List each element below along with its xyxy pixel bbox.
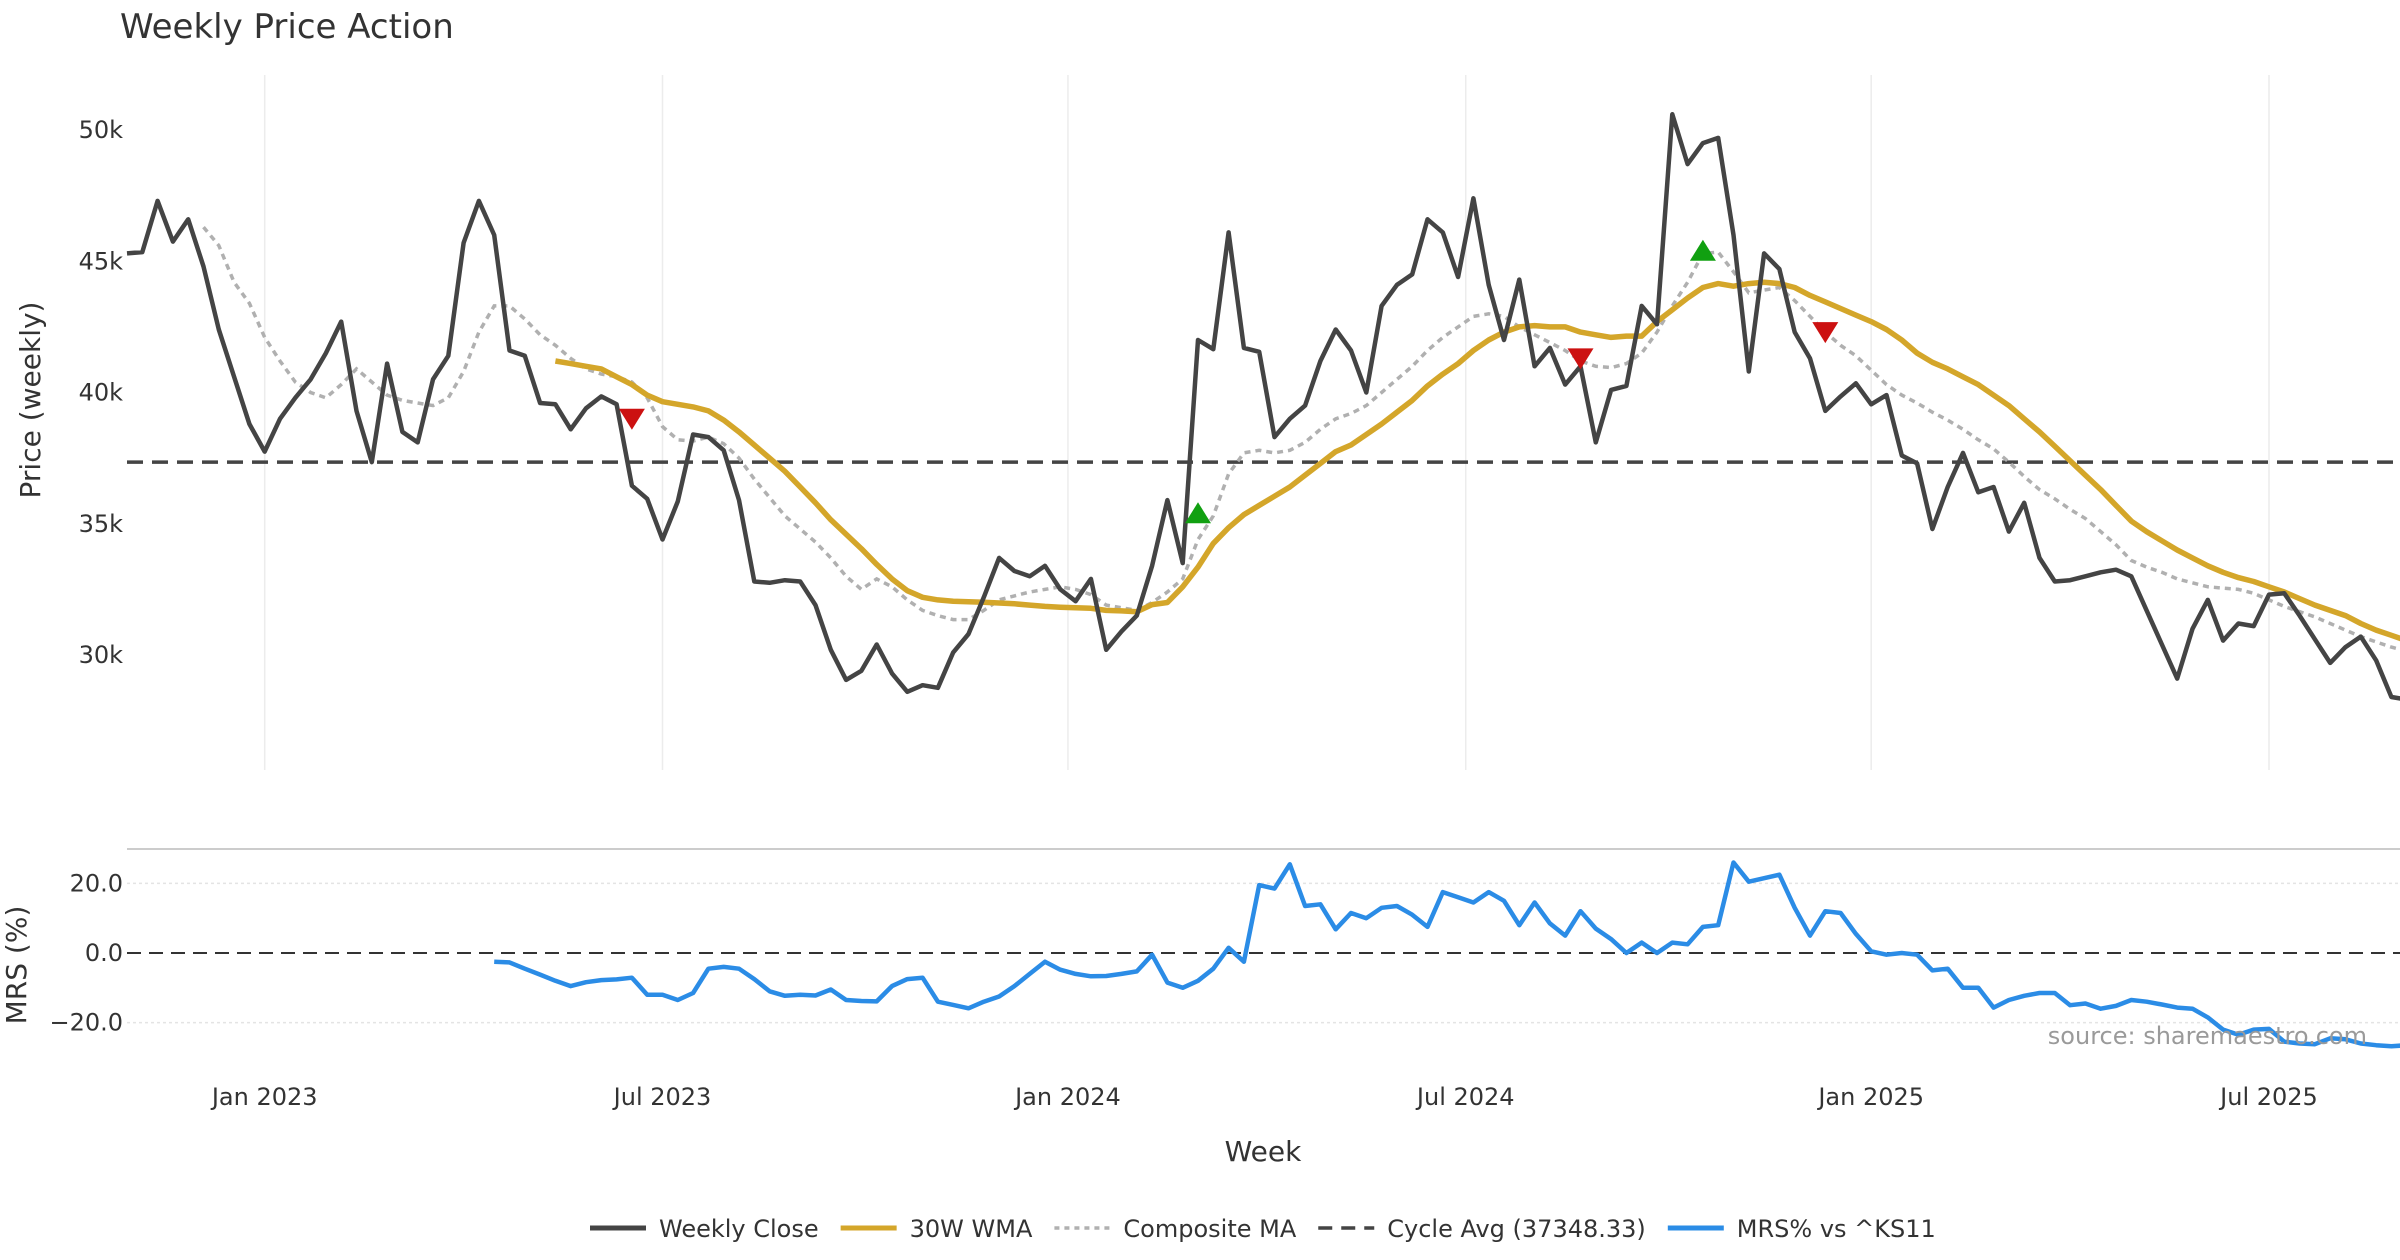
mrs-line: [494, 860, 2400, 1049]
legend-item: Weekly Close: [590, 1215, 819, 1243]
x-tick-label: Jul 2025: [2218, 1083, 2318, 1111]
legend-item: Composite MA: [1054, 1215, 1297, 1243]
legend-label: Cycle Avg (37348.33): [1387, 1215, 1646, 1243]
x-tick-label: Jan 2024: [1013, 1083, 1121, 1111]
x-axis-label: Week: [1225, 1135, 1302, 1168]
source-note: source: sharemaestro.com: [2048, 1022, 2367, 1050]
price-y-tick-label: 50k: [79, 116, 124, 144]
price-y-tick-label: 35k: [79, 510, 124, 538]
mrs-grid: [127, 882, 2400, 1024]
composite-ma-line: [202, 225, 2400, 652]
mrs-series: [494, 860, 2400, 1049]
x-axis-ticks: Jan 2023 Jul 2023 Jan 2024 Jul 2024 Jan 2025…: [210, 1083, 2318, 1111]
sell-signal-marker: [1567, 348, 1594, 370]
legend-label: 30W WMA: [910, 1215, 1033, 1243]
sell-signal-marker: [1812, 322, 1839, 344]
price-y-axis-label: Price (weekly): [14, 302, 47, 499]
legend-item: 30W WMA: [840, 1215, 1033, 1243]
legend-label: Weekly Close: [659, 1215, 819, 1243]
price-y-tick-label: 30k: [79, 641, 124, 669]
mrs-y-tick-label: 0.0: [85, 939, 123, 967]
mrs-y-axis-label: MRS (%): [0, 906, 33, 1025]
x-tick-label: Jul 2023: [612, 1083, 712, 1111]
legend-item: Cycle Avg (37348.33): [1318, 1215, 1646, 1243]
weekly-close-line: [126, 112, 2400, 701]
price-y-tick-label: 40k: [79, 379, 124, 407]
chart-title: Weekly Price Action: [120, 7, 454, 47]
x-tick-label: Jan 2023: [210, 1083, 318, 1111]
mrs-y-tick-label: −20.0: [49, 1009, 123, 1037]
sell-signal-marker: [618, 408, 645, 430]
legend: Weekly Close 30W WMA Composite MA Cycle Avg…: [590, 1215, 1936, 1243]
price-y-tick-label: 45k: [79, 247, 124, 275]
price-grid: [263, 75, 2270, 770]
mrs-y-ticks: −20.0 0.0 20.0: [49, 869, 123, 1036]
legend-label: Composite MA: [1123, 1215, 1296, 1243]
price-series: [126, 112, 2400, 701]
legend-item: MRS% vs ^KS11: [1667, 1215, 1936, 1243]
buy-signal-marker: [1689, 239, 1716, 261]
x-tick-label: Jul 2024: [1415, 1083, 1515, 1111]
legend-label: MRS% vs ^KS11: [1737, 1215, 1936, 1243]
buy-signal-marker: [1185, 502, 1211, 524]
wma-30w-line: [554, 279, 2400, 642]
mrs-y-tick-label: 20.0: [70, 869, 123, 897]
x-tick-label: Jan 2025: [1816, 1083, 1924, 1111]
price-y-ticks: 30k 35k 40k 45k 50k: [79, 116, 124, 669]
signal-markers: [618, 239, 1839, 524]
